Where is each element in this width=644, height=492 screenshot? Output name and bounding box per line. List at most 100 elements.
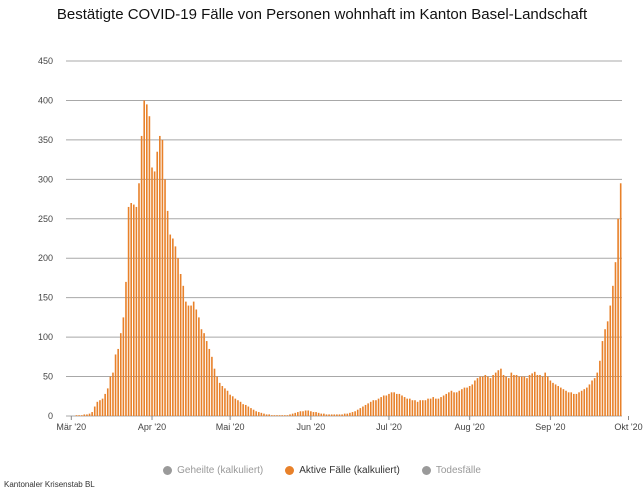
bar[interactable] bbox=[78, 415, 80, 416]
bar[interactable] bbox=[161, 139, 164, 416]
bar[interactable] bbox=[231, 396, 234, 416]
bar[interactable] bbox=[242, 404, 244, 416]
bar[interactable] bbox=[299, 411, 302, 416]
bar[interactable] bbox=[567, 392, 570, 416]
bar[interactable] bbox=[416, 401, 419, 416]
bar[interactable] bbox=[578, 392, 580, 416]
bar[interactable] bbox=[424, 400, 427, 416]
bar[interactable] bbox=[252, 409, 255, 416]
bar[interactable] bbox=[437, 398, 440, 416]
bar[interactable] bbox=[453, 392, 455, 416]
bar[interactable] bbox=[198, 317, 200, 416]
bar[interactable] bbox=[414, 400, 416, 416]
bar[interactable] bbox=[320, 413, 323, 416]
bar[interactable] bbox=[484, 374, 487, 416]
bar[interactable] bbox=[281, 415, 284, 416]
bar[interactable] bbox=[487, 376, 489, 416]
bar[interactable] bbox=[130, 203, 132, 416]
bar[interactable] bbox=[612, 285, 614, 416]
bar[interactable] bbox=[174, 246, 177, 416]
bar[interactable] bbox=[604, 329, 606, 416]
bar[interactable] bbox=[86, 414, 88, 416]
bar[interactable] bbox=[440, 397, 442, 416]
bar[interactable] bbox=[153, 171, 156, 416]
bar[interactable] bbox=[455, 392, 458, 416]
bar[interactable] bbox=[359, 408, 362, 416]
bar[interactable] bbox=[599, 360, 601, 416]
bar[interactable] bbox=[265, 414, 268, 416]
bar[interactable] bbox=[377, 398, 380, 416]
bar[interactable] bbox=[375, 400, 377, 416]
bar[interactable] bbox=[565, 390, 567, 416]
bar[interactable] bbox=[216, 376, 218, 416]
bar[interactable] bbox=[224, 388, 226, 416]
bar[interactable] bbox=[552, 382, 554, 416]
bar[interactable] bbox=[468, 386, 471, 416]
bar[interactable] bbox=[427, 398, 429, 416]
bar[interactable] bbox=[211, 356, 213, 416]
bar[interactable] bbox=[526, 378, 528, 416]
bar[interactable] bbox=[500, 368, 502, 416]
bar[interactable] bbox=[406, 398, 408, 416]
bar[interactable] bbox=[614, 262, 617, 416]
bar[interactable] bbox=[349, 412, 351, 416]
bar[interactable] bbox=[185, 301, 187, 416]
bar[interactable] bbox=[99, 400, 101, 416]
bar[interactable] bbox=[257, 412, 260, 416]
bar[interactable] bbox=[205, 341, 208, 416]
bar[interactable] bbox=[125, 281, 127, 416]
bar[interactable] bbox=[91, 412, 93, 416]
bar[interactable] bbox=[315, 412, 317, 416]
bar[interactable] bbox=[372, 400, 375, 416]
bar[interactable] bbox=[338, 414, 341, 416]
bar[interactable] bbox=[164, 179, 166, 416]
bar[interactable] bbox=[273, 415, 276, 416]
bar[interactable] bbox=[88, 413, 91, 416]
bar[interactable] bbox=[213, 368, 216, 416]
bar[interactable] bbox=[583, 389, 586, 416]
bar[interactable] bbox=[135, 206, 138, 416]
bar[interactable] bbox=[617, 218, 619, 416]
bar[interactable] bbox=[239, 401, 242, 416]
bar[interactable] bbox=[247, 406, 250, 416]
bar[interactable] bbox=[557, 386, 560, 416]
bar[interactable] bbox=[297, 412, 299, 416]
bar[interactable] bbox=[369, 401, 372, 416]
bar[interactable] bbox=[586, 387, 588, 416]
bar[interactable] bbox=[143, 100, 146, 416]
bar[interactable] bbox=[172, 238, 174, 417]
bar[interactable] bbox=[106, 388, 109, 416]
bar[interactable] bbox=[429, 398, 432, 416]
bar[interactable] bbox=[411, 400, 414, 416]
bar[interactable] bbox=[422, 400, 424, 416]
bar[interactable] bbox=[270, 415, 273, 416]
bar[interactable] bbox=[528, 374, 531, 416]
bar[interactable] bbox=[343, 413, 346, 416]
bar[interactable] bbox=[588, 384, 591, 416]
bar[interactable] bbox=[203, 333, 205, 416]
bar[interactable] bbox=[310, 411, 312, 416]
bar[interactable] bbox=[96, 401, 99, 416]
bar[interactable] bbox=[435, 398, 437, 416]
bar[interactable] bbox=[481, 376, 484, 416]
bar[interactable] bbox=[286, 415, 289, 416]
bar[interactable] bbox=[218, 382, 221, 416]
bar[interactable] bbox=[554, 384, 557, 416]
bar[interactable] bbox=[471, 384, 474, 416]
bar[interactable] bbox=[336, 414, 338, 416]
bar[interactable] bbox=[570, 392, 573, 416]
bar[interactable] bbox=[510, 372, 513, 416]
bar[interactable] bbox=[307, 410, 310, 416]
bar[interactable] bbox=[229, 394, 231, 416]
bar[interactable] bbox=[114, 354, 117, 416]
bar[interactable] bbox=[304, 410, 307, 416]
bar[interactable] bbox=[382, 395, 385, 416]
bar[interactable] bbox=[317, 412, 320, 416]
bar[interactable] bbox=[166, 210, 169, 416]
bar[interactable] bbox=[476, 378, 479, 416]
bar[interactable] bbox=[593, 378, 596, 416]
bar[interactable] bbox=[80, 415, 83, 416]
bar[interactable] bbox=[401, 395, 403, 416]
bar[interactable] bbox=[83, 414, 86, 416]
bar[interactable] bbox=[333, 414, 336, 416]
